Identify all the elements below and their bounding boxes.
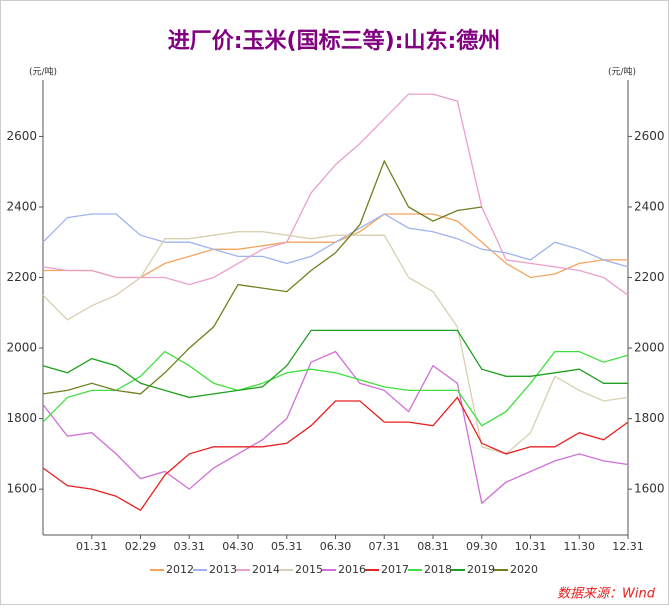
series-line [42, 396, 629, 512]
x-tick-label: 07.31 [369, 540, 401, 553]
x-tick-label: 08.31 [417, 540, 449, 553]
x-tick-label: 11.30 [564, 540, 596, 553]
y-tick-label: 2400 [6, 199, 37, 213]
x-tick-label: 04.30 [222, 540, 254, 553]
x-tick-label: 10.31 [515, 540, 547, 553]
x-tick-label: 12.31 [612, 540, 644, 553]
y-tick-label: 2200 [6, 270, 37, 284]
series-line [42, 329, 628, 399]
chart-title: 进厂价:玉米(国标三等):山东:德州 [168, 28, 501, 54]
legend-label: 2016 [338, 563, 366, 576]
y2-tick-label: 2400 [634, 199, 665, 213]
y-tick-label: 1800 [6, 411, 37, 425]
y-tick-label: 2000 [6, 341, 37, 355]
legend-label: 2018 [424, 563, 452, 576]
legend-label: 2014 [252, 563, 280, 576]
series-line [42, 350, 629, 505]
x-tick-label: 03.31 [174, 540, 206, 553]
y2-tick-label: 2200 [634, 270, 665, 284]
x-tick-label: 05.31 [271, 540, 303, 553]
series-line [42, 350, 629, 427]
x-tick-label: 01.31 [76, 540, 108, 553]
legend-label: 2017 [381, 563, 409, 576]
y2-tick-label: 2600 [634, 129, 665, 143]
y-tick-label: 1600 [6, 482, 37, 496]
series-line [42, 231, 629, 455]
y-tick-label: 2600 [6, 129, 37, 143]
y2-tick-label: 1800 [634, 411, 665, 425]
x-tick-label: 06.30 [320, 540, 352, 553]
legend-label: 2015 [295, 563, 323, 576]
legend-label: 2012 [166, 563, 194, 576]
x-tick-label: 02.29 [125, 540, 157, 553]
y2-tick-label: 1600 [634, 482, 665, 496]
y2-unit: (元/吨) [608, 66, 636, 78]
y-unit: (元/吨) [29, 66, 57, 78]
legend-label: 2013 [209, 563, 237, 576]
series-line [42, 159, 482, 395]
series-line [42, 213, 629, 268]
x-tick-label: 09.30 [466, 540, 498, 553]
legend-label: 2019 [467, 563, 495, 576]
y2-tick-label: 2000 [634, 341, 665, 355]
legend-label: 2020 [510, 563, 538, 576]
source: 数据来源：Wind [557, 587, 656, 602]
